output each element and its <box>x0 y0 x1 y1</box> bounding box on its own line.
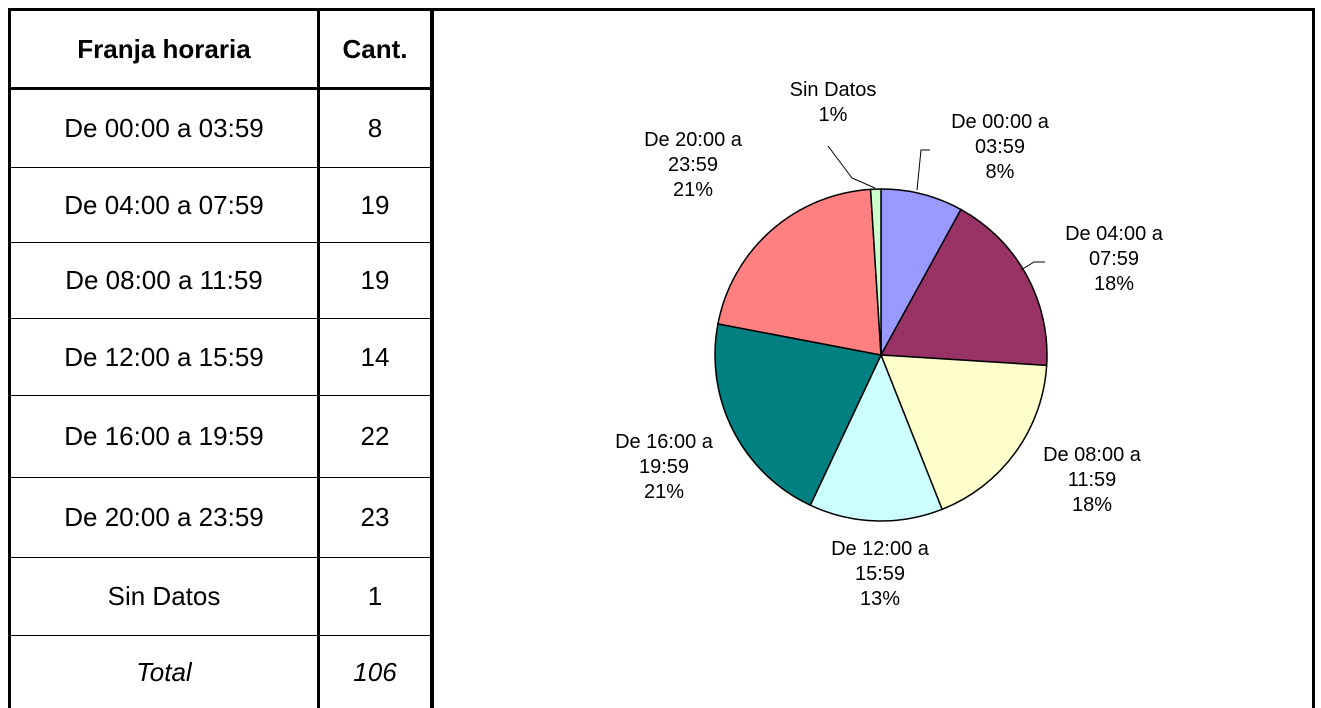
cell: 19 <box>318 167 432 243</box>
slice-label: De 08:00 a 11:59 18% <box>1024 443 1160 518</box>
slice-value: 21% <box>643 481 685 503</box>
cell: 8 <box>318 88 432 168</box>
slice-label: De 00:00 a 03:59 8% <box>932 110 1068 185</box>
slice-label: Sin Datos 1% <box>783 78 883 128</box>
cell: 23 <box>318 477 432 558</box>
cell: 1 <box>318 557 432 636</box>
pie-slice <box>869 188 882 356</box>
leader-line <box>1020 261 1045 271</box>
slice-label: De 04:00 a 07:59 18% <box>1046 222 1182 297</box>
header-cell: Cant. <box>318 9 432 90</box>
slice-category: De 00:00 a 03:59 <box>951 111 1049 158</box>
slice-category: De 04:00 a 07:59 <box>1065 223 1163 270</box>
pie-slice <box>879 354 1048 511</box>
leader-line <box>827 145 876 189</box>
cell: 14 <box>318 318 432 396</box>
pie-slice <box>717 188 882 356</box>
cell: De 08:00 a 11:59 <box>9 242 320 319</box>
cell: De 04:00 a 07:59 <box>9 167 320 243</box>
slice-value: 8% <box>985 161 1015 183</box>
pie-slice <box>879 208 1048 367</box>
slice-category: De 08:00 a 11:59 <box>1043 444 1141 491</box>
cell: De 20:00 a 23:59 <box>9 477 320 558</box>
slice-label: De 20:00 a 23:59 21% <box>625 128 761 203</box>
header-cell: Franja horaria <box>9 9 320 90</box>
pie-slice <box>809 353 944 522</box>
slice-category: De 16:00 a 19:59 <box>615 431 713 478</box>
slice-value: 18% <box>1093 273 1135 295</box>
slice-value: 21% <box>672 179 714 201</box>
cell: 22 <box>318 395 432 478</box>
slice-label: De 12:00 a 15:59 13% <box>812 537 948 612</box>
cell: 19 <box>318 242 432 319</box>
total-cell: Total <box>9 635 320 708</box>
slice-value: 1% <box>818 104 848 126</box>
data-table: Franja horaria Cant. De 00:00 a 03:59 8 D… <box>8 8 433 708</box>
slice-category: Sin Datos <box>789 79 877 101</box>
slice-value: 18% <box>1071 494 1113 516</box>
cell: De 12:00 a 15:59 <box>9 318 320 396</box>
slice-category: De 12:00 a 15:59 <box>831 538 929 585</box>
chart-frame <box>433 8 1315 708</box>
slice-category: De 20:00 a 23:59 <box>644 129 742 176</box>
pie-slice <box>714 323 883 507</box>
total-cell: 106 <box>318 635 432 708</box>
cell: De 16:00 a 19:59 <box>9 395 320 478</box>
leader-line <box>916 149 930 191</box>
slice-label: De 16:00 a 19:59 21% <box>596 430 732 505</box>
slice-value: 13% <box>859 588 901 610</box>
